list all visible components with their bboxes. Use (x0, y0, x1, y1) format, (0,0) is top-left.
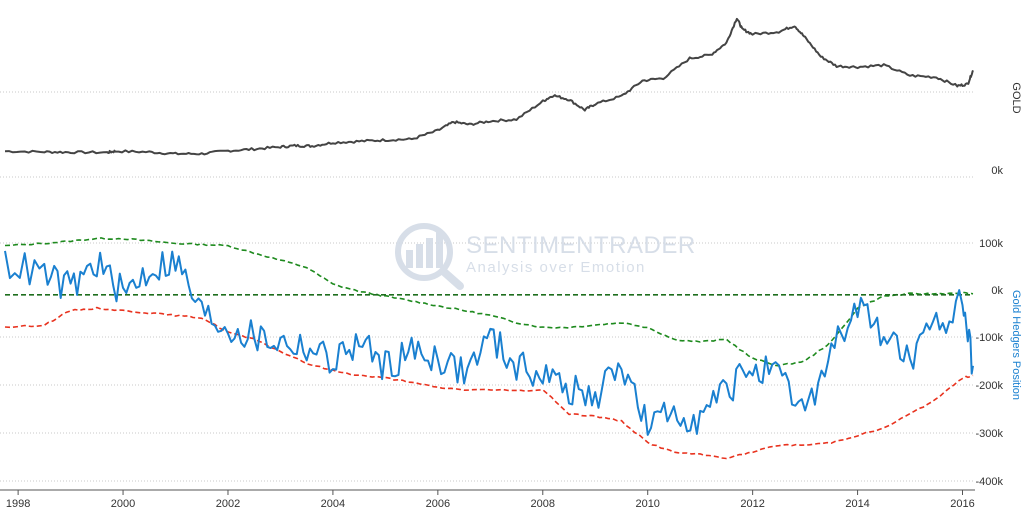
y-tick-label: 0k (991, 165, 1003, 177)
top-panel-series (4, 17, 974, 156)
y-tick-label: -400k (975, 476, 1003, 488)
watermark-title: SENTIMENTRADER (466, 232, 696, 259)
x-tick-label: 2008 (531, 498, 555, 510)
y-tick-label: -100k (975, 332, 1003, 344)
x-tick-label: 2010 (635, 498, 659, 510)
y-tick-label: -300k (975, 428, 1003, 440)
x-tick-label: 2012 (740, 498, 764, 510)
series-line-hedgers (4, 250, 974, 436)
x-tick-label: 1998 (6, 498, 30, 510)
series-line-lower-band (4, 306, 974, 460)
bottom-axis-title: Gold Hedgers Position (1010, 290, 1022, 400)
y-tick-label: -200k (975, 380, 1003, 392)
top-panel-gridlines (0, 91, 975, 178)
watermark: SENTIMENTRADER Analysis over Emotion (395, 223, 696, 290)
bottom-panel-gridlines (0, 242, 975, 482)
x-tick-label: 2000 (111, 498, 135, 510)
y-tick-label: 0k (991, 285, 1003, 297)
series-line-gold (4, 17, 974, 156)
top-axis-title: GOLD (1010, 82, 1022, 113)
magnifier-logo-icon (395, 223, 464, 290)
x-tick-label: 2002 (216, 498, 240, 510)
bottom-panel-series (4, 237, 974, 460)
x-tick-label: 2014 (845, 498, 869, 510)
x-tick-label: 2016 (950, 498, 974, 510)
bottom-y-axis: 100k 0k -100k -200k -300k -400k Gold Hed… (975, 238, 1022, 488)
y-tick-label: 100k (979, 238, 1003, 250)
x-axis-ticks: 1998 2000 2002 2004 2006 2008 2010 2012 2014 2016 (6, 490, 975, 510)
x-tick-label: 2006 (426, 498, 450, 510)
top-y-axis: 0k GOLD (991, 82, 1022, 177)
series-line-upper-band (4, 237, 974, 367)
watermark-subtitle: Analysis over Emotion (466, 259, 646, 276)
x-tick-label: 2004 (321, 498, 345, 510)
x-axis: 1998 2000 2002 2004 2006 2008 2010 2012 2014 2016 (0, 489, 975, 510)
